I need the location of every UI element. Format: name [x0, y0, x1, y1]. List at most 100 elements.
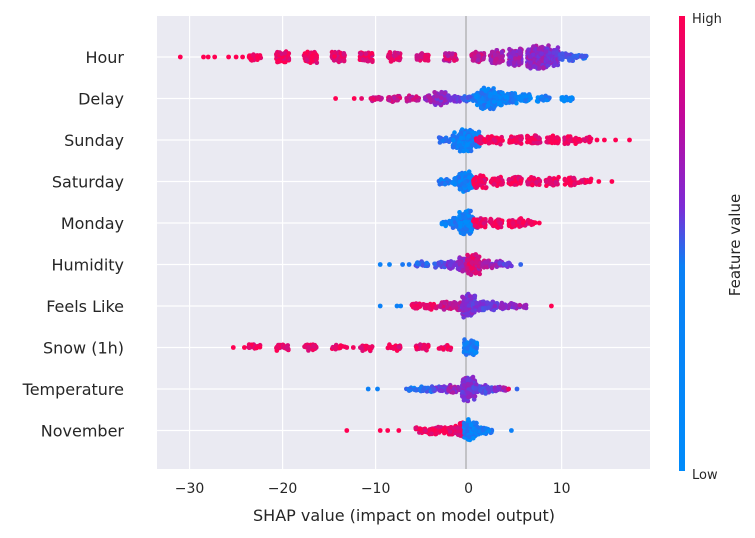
shap-point — [518, 138, 523, 143]
shap-point — [247, 345, 252, 350]
shap-point — [576, 137, 581, 142]
shap-point — [627, 138, 632, 143]
shap-point — [431, 427, 436, 432]
shap-point — [391, 346, 396, 351]
shap-point — [514, 138, 519, 143]
shap-point — [527, 177, 532, 182]
shap-point — [437, 261, 442, 266]
shap-point — [344, 345, 349, 350]
shap-point — [458, 143, 463, 148]
shap-point — [425, 261, 430, 266]
shap-point — [414, 94, 419, 99]
shap-point — [472, 177, 477, 182]
shap-point — [466, 378, 471, 383]
shap-point — [488, 140, 493, 145]
shap-point — [333, 346, 338, 351]
shap-point — [528, 54, 533, 59]
shap-point — [430, 303, 435, 308]
shap-point — [492, 182, 497, 187]
shap-point — [421, 388, 426, 393]
shap-point — [470, 261, 475, 266]
shap-point — [568, 178, 573, 183]
shap-point — [450, 52, 455, 57]
shap-point — [596, 179, 601, 184]
shap-point — [337, 57, 342, 62]
shap-point — [425, 303, 430, 308]
shap-point — [498, 142, 503, 147]
shap-point — [461, 231, 466, 236]
shap-point — [513, 303, 518, 308]
shap-point — [465, 220, 470, 225]
shap-point — [338, 343, 343, 348]
shap-point — [511, 221, 516, 226]
shap-point — [537, 221, 542, 226]
shap-point — [526, 134, 531, 139]
shap-point — [473, 350, 478, 355]
shap-point — [588, 137, 593, 142]
shap-point — [432, 90, 437, 95]
shap-point — [544, 58, 549, 63]
shap-point — [523, 98, 528, 103]
shap-point — [497, 60, 502, 65]
shap-point — [342, 52, 347, 57]
shap-point — [519, 96, 524, 101]
shap-point — [254, 346, 259, 351]
shap-point — [488, 219, 493, 224]
shap-point — [513, 56, 518, 61]
shap-point — [473, 386, 478, 391]
shap-point — [415, 53, 420, 58]
shap-point — [352, 96, 357, 101]
shap-point — [551, 51, 556, 56]
shap-point — [462, 342, 467, 347]
shap-point — [537, 47, 542, 52]
shap-point — [474, 301, 479, 306]
shap-point — [535, 99, 540, 104]
shap-point — [484, 186, 489, 191]
shap-point — [526, 47, 531, 52]
shap-point — [415, 57, 420, 62]
shap-point — [534, 181, 539, 186]
shap-point — [375, 387, 380, 392]
shap-point — [397, 345, 402, 350]
shap-point — [483, 260, 488, 265]
shap-point — [515, 387, 520, 392]
shap-point — [572, 54, 577, 59]
shap-point — [467, 134, 472, 139]
shap-point — [388, 50, 393, 55]
shap-point — [506, 387, 511, 392]
shap-point — [544, 49, 549, 54]
shap-point — [549, 180, 554, 185]
shap-point — [342, 59, 347, 64]
shap-point — [458, 224, 463, 229]
shap-point — [480, 97, 485, 102]
shap-point — [581, 54, 586, 59]
shap-point — [467, 224, 472, 229]
shap-point — [465, 253, 470, 258]
shap-point — [521, 219, 526, 224]
shap-point — [446, 54, 451, 59]
shap-point — [438, 303, 443, 308]
shap-point — [414, 345, 419, 350]
shap-point — [466, 382, 471, 387]
shap-point — [463, 180, 468, 185]
shap-point — [572, 176, 577, 181]
shap-point — [475, 341, 480, 346]
shap-point — [276, 58, 281, 63]
shap-point — [465, 346, 470, 351]
shap-point — [498, 260, 503, 265]
shap-point — [563, 97, 568, 102]
plot-area — [157, 16, 650, 469]
shap-point — [452, 58, 457, 63]
shap-point — [610, 179, 615, 184]
shap-point — [458, 187, 463, 192]
shap-point — [443, 182, 448, 187]
shap-point — [418, 342, 423, 347]
shap-point — [508, 55, 513, 60]
shap-point — [510, 181, 515, 186]
shap-point — [477, 272, 482, 277]
shap-point — [274, 52, 279, 57]
shap-point — [285, 345, 290, 350]
shap-point — [359, 96, 364, 101]
shap-point — [473, 394, 478, 399]
shap-point — [482, 137, 487, 142]
